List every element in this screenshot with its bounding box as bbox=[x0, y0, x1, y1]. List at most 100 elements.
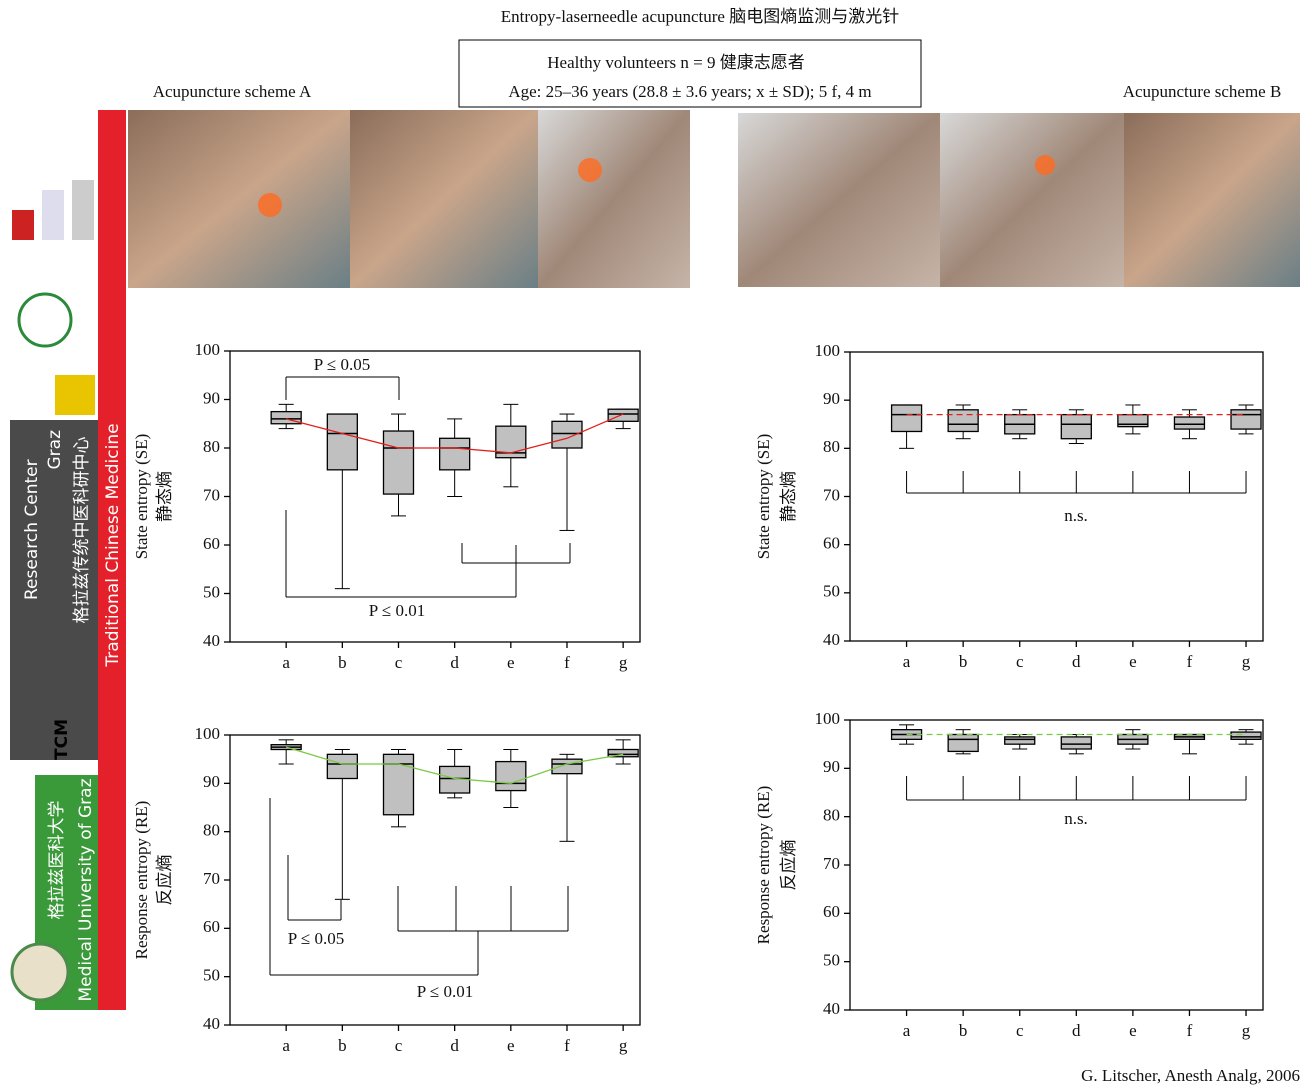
annotation: P ≤ 0.05 bbox=[314, 355, 370, 374]
box bbox=[326, 753, 358, 780]
y-label: State entropy (SE) bbox=[754, 434, 773, 560]
x-tick-label: a bbox=[903, 1021, 911, 1040]
x-tick-label: g bbox=[619, 1036, 628, 1055]
y-tick-label: 70 bbox=[823, 485, 840, 504]
logo bbox=[17, 292, 73, 348]
box bbox=[439, 437, 471, 471]
y-tick-label: 60 bbox=[203, 534, 220, 553]
red-band bbox=[98, 110, 126, 1010]
box bbox=[947, 409, 979, 433]
y-tick-label: 60 bbox=[823, 534, 840, 553]
box bbox=[607, 748, 639, 758]
y-tick-label: 90 bbox=[823, 757, 840, 776]
mean-line bbox=[286, 413, 624, 454]
x-tick-label: g bbox=[619, 653, 628, 672]
x-tick-label: f bbox=[1187, 652, 1193, 671]
y-tick-label: 40 bbox=[823, 630, 840, 649]
y-label-cn: 静态熵 bbox=[779, 471, 798, 522]
annotation: P ≤ 0.01 bbox=[369, 601, 425, 620]
y-label-cn: 反应熵 bbox=[779, 840, 798, 891]
annotation: n.s. bbox=[1064, 809, 1088, 828]
box bbox=[495, 760, 527, 792]
x-tick-label: e bbox=[507, 653, 515, 672]
x-tick-label: e bbox=[507, 1036, 515, 1055]
x-tick-label: f bbox=[564, 1036, 570, 1055]
box bbox=[947, 733, 979, 753]
y-tick-label: 100 bbox=[815, 709, 841, 728]
x-tick-label: a bbox=[282, 1036, 290, 1055]
research-center: Research Center bbox=[22, 459, 42, 600]
university-cn: 格拉兹医科大学 bbox=[47, 801, 67, 920]
y-tick-label: 40 bbox=[203, 1014, 220, 1033]
x-tick-label: a bbox=[903, 652, 911, 671]
y-tick-label: 50 bbox=[823, 951, 840, 970]
photo bbox=[128, 110, 350, 288]
research-center-cn: 格拉兹传统中医科研中心 bbox=[72, 437, 92, 624]
logo bbox=[42, 190, 64, 240]
tcm-label: Traditional Chinese Medicine bbox=[103, 423, 123, 667]
x-tick-label: b bbox=[959, 652, 968, 671]
scheme-b: Acupuncture scheme B bbox=[1123, 82, 1282, 101]
box bbox=[326, 413, 358, 471]
y-tick-label: 80 bbox=[203, 437, 220, 456]
x-tick-label: c bbox=[1016, 1021, 1024, 1040]
x-tick-label: g bbox=[1242, 652, 1251, 671]
y-tick-label: 60 bbox=[823, 902, 840, 921]
y-label: State entropy (SE) bbox=[132, 434, 151, 560]
y-tick-label: 70 bbox=[203, 485, 220, 504]
y-tick-label: 70 bbox=[203, 869, 220, 888]
mean-line bbox=[285, 746, 624, 784]
info-box bbox=[458, 39, 922, 108]
box bbox=[1230, 409, 1262, 430]
annotation: n.s. bbox=[1064, 506, 1088, 525]
box bbox=[1060, 736, 1092, 750]
credit: G. Litscher, Anesth Analg, 2006 bbox=[1081, 1066, 1300, 1085]
university: Medical University of Graz bbox=[76, 778, 96, 1001]
y-tick-label: 80 bbox=[823, 806, 840, 825]
x-tick-label: d bbox=[450, 653, 459, 672]
y-tick-label: 70 bbox=[823, 854, 840, 873]
laser-spot bbox=[258, 193, 282, 217]
x-tick-label: b bbox=[338, 1036, 347, 1055]
y-tick-label: 100 bbox=[195, 724, 221, 743]
y-tick-label: 90 bbox=[203, 388, 220, 407]
box bbox=[1004, 736, 1036, 745]
x-tick-label: b bbox=[338, 653, 347, 672]
plot-frame bbox=[849, 351, 1264, 642]
box bbox=[382, 430, 415, 495]
y-label-cn: 反应熵 bbox=[155, 855, 174, 906]
x-tick-label: g bbox=[1242, 1021, 1251, 1040]
x-tick-label: c bbox=[395, 653, 403, 672]
logo bbox=[12, 210, 34, 240]
y-tick-label: 40 bbox=[823, 999, 840, 1018]
y-tick-label: 80 bbox=[823, 437, 840, 456]
x-tick-label: f bbox=[564, 653, 570, 672]
logo bbox=[72, 180, 94, 240]
y-tick-label: 100 bbox=[195, 340, 221, 359]
logo bbox=[55, 375, 95, 415]
y-tick-label: 50 bbox=[203, 966, 220, 985]
y-tick-label: 90 bbox=[823, 389, 840, 408]
plot-frame bbox=[229, 350, 641, 643]
box bbox=[890, 404, 923, 433]
x-tick-label: a bbox=[282, 653, 290, 672]
y-label-cn: 静态熵 bbox=[155, 471, 174, 522]
y-tick-label: 60 bbox=[203, 917, 220, 936]
y-tick-label: 80 bbox=[203, 821, 220, 840]
box bbox=[551, 420, 583, 449]
logo bbox=[10, 942, 70, 1002]
laser-spot bbox=[578, 158, 602, 182]
x-tick-label: d bbox=[1072, 1021, 1081, 1040]
box bbox=[1173, 416, 1206, 430]
photo bbox=[1124, 113, 1300, 287]
x-tick-label: b bbox=[959, 1021, 968, 1040]
x-tick-label: c bbox=[395, 1036, 403, 1055]
photo bbox=[940, 113, 1124, 287]
photo bbox=[538, 110, 690, 288]
x-tick-label: e bbox=[1129, 652, 1137, 671]
x-tick-label: c bbox=[1016, 652, 1024, 671]
y-label: Response entropy (RE) bbox=[132, 801, 151, 960]
y-label: Response entropy (RE) bbox=[754, 786, 773, 945]
box bbox=[607, 408, 639, 422]
